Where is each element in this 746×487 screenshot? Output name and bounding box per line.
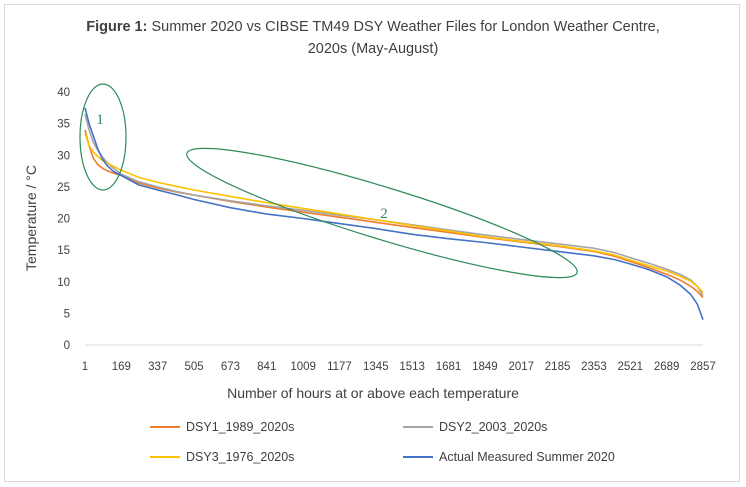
- x-tick-label: 2353: [581, 361, 607, 373]
- y-tick-label: 25: [57, 182, 70, 194]
- legend-swatch: [150, 456, 180, 458]
- series-group: [85, 108, 703, 320]
- y-tick-label: 0: [64, 340, 70, 352]
- x-tick-label: 2857: [690, 361, 716, 373]
- y-tick-label: 15: [57, 245, 70, 257]
- y-tick-label: 30: [57, 150, 70, 162]
- y-tick-label: 10: [57, 277, 70, 289]
- legend-label: Actual Measured Summer 2020: [439, 450, 615, 464]
- legend-swatch: [403, 426, 433, 428]
- series-line-2: [85, 133, 703, 292]
- legend-item: Actual Measured Summer 2020: [403, 450, 615, 464]
- series-line-1: [85, 114, 703, 296]
- x-tick-label: 1: [82, 361, 88, 373]
- series-line-0: [85, 130, 703, 298]
- x-tick-label: 1513: [399, 361, 425, 373]
- x-tick-label: 2185: [545, 361, 571, 373]
- legend-swatch: [403, 456, 433, 458]
- x-tick-label: 1345: [363, 361, 389, 373]
- legend-label: DSY2_2003_2020s: [439, 420, 547, 434]
- legend-label: DSY1_1989_2020s: [186, 420, 294, 434]
- annotation-group: 12: [80, 84, 585, 298]
- x-tick-label: 337: [148, 361, 167, 373]
- x-tick-label: 2689: [654, 361, 680, 373]
- x-tick-label: 1177: [327, 361, 352, 373]
- x-axis-title: Number of hours at or above each tempera…: [227, 385, 519, 401]
- legend-label: DSY3_1976_2020s: [186, 450, 294, 464]
- legend: DSY1_1989_2020s DSY2_2003_2020s DSY3_1976_…: [150, 420, 670, 476]
- y-axis-title: Temperature / °C: [23, 165, 39, 271]
- y-tick-label: 5: [64, 308, 70, 320]
- legend-item: DSY2_2003_2020s: [403, 420, 547, 434]
- y-tick-label: 20: [57, 214, 70, 226]
- legend-item: DSY1_1989_2020s: [150, 420, 294, 434]
- x-tick-label: 1681: [436, 361, 462, 373]
- annotation-label-1: 1: [96, 112, 104, 128]
- y-tick-label: 40: [57, 87, 70, 99]
- x-axis-ticks: 1 169 337 505 673 841 1009 1177 1345 1513 1681 1849…: [82, 361, 716, 373]
- x-tick-label: 1009: [290, 361, 316, 373]
- series-line-3: [85, 108, 703, 320]
- x-tick-label: 169: [112, 361, 131, 373]
- x-tick-label: 2521: [617, 361, 643, 373]
- annotation-label-2: 2: [380, 206, 388, 222]
- line-chart: 0 5 10 15 20 25 30 35 40 1 169 337 505 673 841 1009 117…: [0, 0, 746, 487]
- legend-item: DSY3_1976_2020s: [150, 450, 294, 464]
- x-tick-label: 673: [221, 361, 240, 373]
- y-tick-label: 35: [57, 119, 70, 131]
- x-tick-label: 505: [184, 361, 203, 373]
- legend-swatch: [150, 426, 180, 428]
- x-tick-label: 2017: [508, 361, 534, 373]
- x-tick-label: 841: [257, 361, 276, 373]
- x-tick-label: 1849: [472, 361, 498, 373]
- y-axis-ticks: 0 5 10 15 20 25 30 35 40: [57, 87, 70, 352]
